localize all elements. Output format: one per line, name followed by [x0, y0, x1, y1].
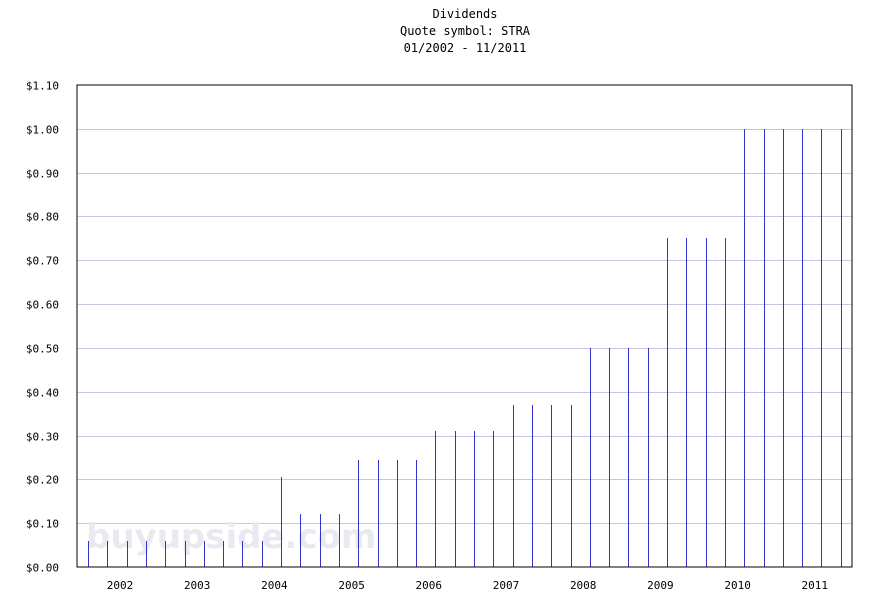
x-tick-label: 2004 — [261, 579, 288, 592]
y-tick-label: $0.30 — [26, 431, 59, 444]
chart-subtitle: Quote symbol: STRA — [399, 24, 531, 38]
y-tick-label: $0.60 — [26, 299, 59, 312]
y-tick-label: $1.00 — [26, 124, 59, 137]
x-tick-label: 2005 — [338, 579, 365, 592]
y-tick-label: $0.20 — [26, 474, 59, 487]
watermark: buyupside.com — [86, 517, 376, 557]
y-tick-label: $0.90 — [26, 168, 59, 181]
chart-titles: Dividends Quote symbol: STRA 01/2002 - 1… — [0, 6, 879, 57]
y-tick-label: $0.50 — [26, 343, 59, 356]
y-tick-label: $0.40 — [26, 387, 59, 400]
y-tick-label: $0.00 — [26, 562, 59, 575]
bars — [88, 129, 842, 567]
x-tick-label: 2009 — [647, 579, 674, 592]
chart-title: Dividends — [432, 7, 498, 21]
y-tick-label: $0.10 — [26, 518, 59, 531]
x-tick-label: 2002 — [107, 579, 134, 592]
x-tick-label: 2007 — [493, 579, 520, 592]
y-tick-label: $0.70 — [26, 255, 59, 268]
x-tick-label: 2008 — [570, 579, 597, 592]
y-axis: $0.00 $0.10 $0.20 $0.30 $0.40 $0.50 $0.60 $0.70… — [26, 80, 59, 575]
x-axis: 2002 2003 2004 2005 2006 2007 2008 2009 2010 2011 — [107, 579, 828, 592]
chart-date-range: 01/2002 - 11/2011 — [403, 41, 527, 55]
x-tick-label: 2006 — [416, 579, 443, 592]
x-tick-label: 2011 — [802, 579, 829, 592]
x-tick-label: 2003 — [184, 579, 211, 592]
x-tick-label: 2010 — [724, 579, 751, 592]
y-tick-label: $0.80 — [26, 211, 59, 224]
grid-lines — [77, 129, 852, 524]
y-tick-label: $1.10 — [26, 80, 59, 93]
plot-frame — [76, 84, 853, 568]
